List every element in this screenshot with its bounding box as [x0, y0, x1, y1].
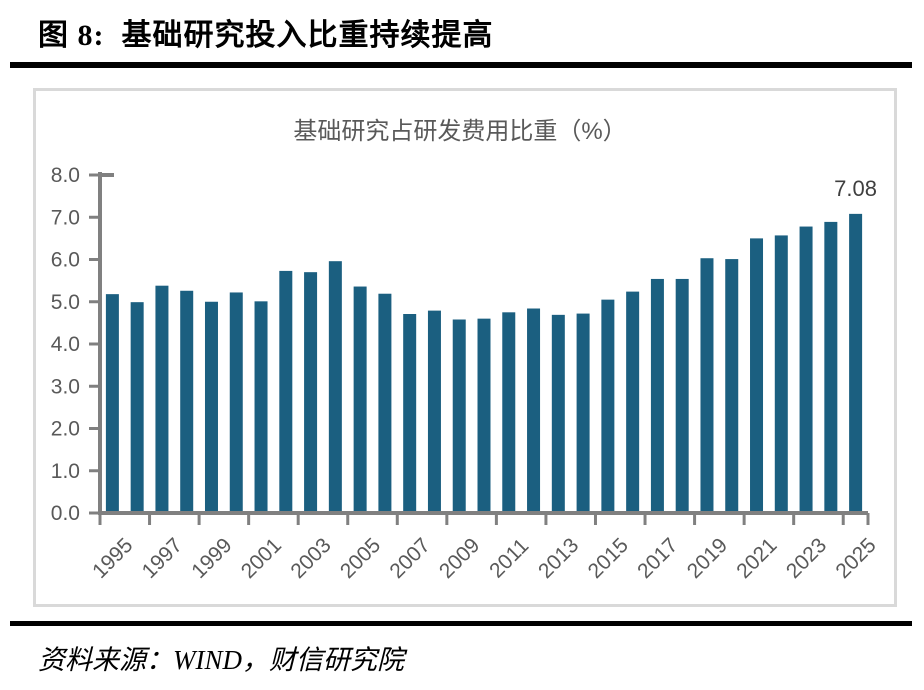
- x-tick-label-2009: 2009: [435, 534, 484, 583]
- x-tick-label-2001: 2001: [237, 534, 286, 583]
- bar-2000: [229, 292, 243, 513]
- x-tick-label-2007: 2007: [385, 534, 434, 583]
- source-note: 资料来源：WIND，财信研究院: [38, 645, 404, 675]
- bar-2013: [551, 314, 565, 513]
- bar-2020: [725, 259, 739, 513]
- y-tick-label: 8.0: [51, 164, 80, 187]
- bar-2006: [378, 293, 392, 513]
- x-tick-label-1995: 1995: [88, 534, 137, 583]
- figure-title: 图 8: 基础研究投入比重持续提高: [38, 19, 494, 52]
- bar-1998: [180, 290, 194, 513]
- bar-1996: [130, 302, 144, 513]
- bar-2015: [601, 299, 615, 513]
- bar-2009: [452, 319, 466, 513]
- x-tick-label-2015: 2015: [584, 534, 633, 583]
- y-tick-label: 1.0: [51, 460, 80, 483]
- x-tick-label-2025: 2025: [831, 534, 880, 583]
- chart-title: 基础研究占研发费用比重（%）: [293, 118, 626, 145]
- bar-2008: [427, 310, 441, 513]
- bar-2003: [304, 272, 318, 513]
- bar-2007: [403, 314, 417, 513]
- footer-divider-rule: [10, 621, 912, 626]
- bar-2024: [824, 221, 838, 513]
- x-tick-label-2019: 2019: [683, 534, 732, 583]
- bar-2012: [527, 308, 541, 513]
- bar-2019: [700, 258, 714, 513]
- y-tick-label: 3.0: [51, 375, 80, 398]
- y-tick-label: 2.0: [51, 418, 80, 441]
- y-tick-label: 6.0: [51, 249, 80, 272]
- bar-2014: [576, 313, 590, 513]
- x-tick-label-1999: 1999: [187, 534, 236, 583]
- x-tick-label-2013: 2013: [534, 534, 583, 583]
- bar-1995: [105, 294, 119, 513]
- data-label-2025: 7.08: [834, 176, 877, 201]
- y-tick-label: 0.0: [51, 502, 80, 525]
- bar-1997: [155, 285, 169, 513]
- x-tick-label-2017: 2017: [633, 534, 682, 583]
- x-tick-label-2021: 2021: [732, 534, 781, 583]
- bar-2010: [477, 318, 491, 513]
- title-divider-rule: [10, 62, 912, 68]
- x-tick-label-2003: 2003: [286, 534, 335, 583]
- bar-2005: [353, 286, 367, 513]
- y-tick-label: 5.0: [51, 291, 80, 314]
- bar-2016: [626, 291, 640, 513]
- x-tick-label-2023: 2023: [782, 534, 831, 583]
- y-tick-label: 4.0: [51, 333, 80, 356]
- bar-2002: [279, 270, 293, 513]
- chart-panel: 基础研究占研发费用比重（%） 0.0 1.0 2.0 3.0 4.0 5.0 6.0 7.0 8.…: [33, 88, 897, 607]
- bar-1999: [204, 301, 218, 513]
- bar-2022: [774, 235, 788, 514]
- bar-2017: [650, 278, 664, 513]
- bar-2001: [254, 301, 268, 513]
- bar-chart: 基础研究占研发费用比重（%） 0.0 1.0 2.0 3.0 4.0 5.0 6.0 7.0 8.…: [51, 118, 881, 583]
- x-tick-label-1997: 1997: [138, 534, 187, 583]
- x-tick-label-2011: 2011: [485, 534, 533, 582]
- bar-2021: [750, 238, 764, 514]
- x-tick-label-2005: 2005: [336, 534, 385, 583]
- bar-2018: [675, 278, 689, 513]
- bar-2025: [849, 213, 863, 513]
- y-tick-label: 7.0: [51, 206, 80, 229]
- bar-2011: [502, 312, 516, 513]
- bar-2004: [328, 261, 342, 513]
- bar-2023: [799, 226, 813, 514]
